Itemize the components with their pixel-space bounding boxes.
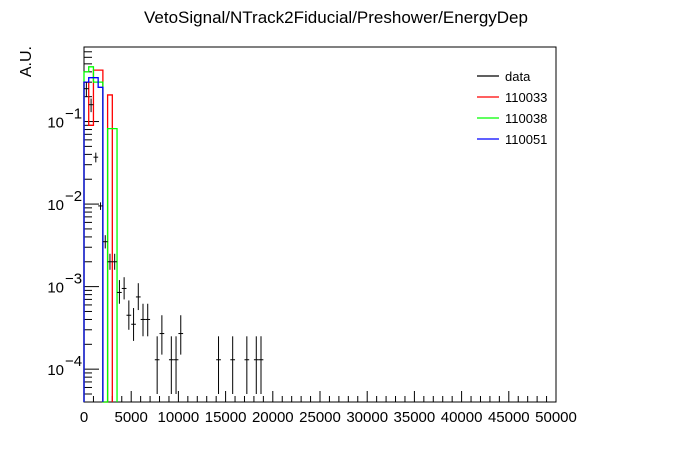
- legend-item-data: data: [477, 69, 531, 84]
- x-tick-label: 40000: [441, 409, 483, 426]
- legend-label: 110038: [505, 111, 547, 126]
- data-point: [145, 303, 151, 337]
- data-point: [154, 336, 160, 395]
- legend-label: 110033: [505, 90, 547, 105]
- legend-label: data: [505, 69, 531, 84]
- data-point: [117, 280, 122, 304]
- data-point: [159, 315, 165, 355]
- legend-item-110033: 110033: [477, 90, 547, 105]
- x-tick-label: 15000: [205, 409, 247, 426]
- series-layer: [83, 66, 264, 403]
- legend: data 110033 110038 110051: [477, 69, 547, 147]
- y-tick-exponent: −1: [65, 106, 82, 123]
- data-point: [168, 336, 174, 395]
- legend-item-110038: 110038: [477, 111, 547, 126]
- data-point: [126, 300, 132, 330]
- data-point: [112, 253, 118, 270]
- x-tick-label: 45000: [488, 409, 530, 426]
- data-point: [178, 315, 184, 355]
- x-tick-label: 30000: [346, 409, 388, 426]
- data-point: [216, 336, 221, 395]
- data-point: [244, 336, 250, 395]
- legend-label: 110051: [505, 132, 547, 147]
- x-tick-label: 10000: [158, 409, 200, 426]
- y-tick-exponent: −2: [65, 188, 82, 205]
- y-tick-exponent: −3: [65, 271, 82, 288]
- data-point: [230, 336, 236, 395]
- data-point: [88, 98, 94, 113]
- x-tick-label: 20000: [252, 409, 294, 426]
- x-tick-label: 35000: [394, 409, 436, 426]
- data-point: [135, 283, 141, 311]
- chart-title: VetoSignal/NTrack2Fiducial/Preshower/Ene…: [144, 8, 528, 27]
- data-point: [258, 336, 264, 395]
- data-point: [93, 152, 99, 163]
- y-tick-exponent: −4: [65, 353, 82, 370]
- data-point: [84, 82, 89, 97]
- data-point: [102, 235, 108, 249]
- series-110051: [83, 77, 104, 402]
- data-point: [121, 277, 127, 300]
- hist-step-110051: [83, 77, 104, 402]
- data-point: [107, 253, 113, 270]
- y-axis-title: A.U.: [18, 46, 35, 77]
- y-tick-label: 10: [47, 115, 64, 132]
- x-tick-label: 50000: [535, 409, 577, 426]
- data-point: [98, 202, 103, 210]
- legend-item-110051: 110051: [477, 132, 547, 147]
- x-tick-label: 0: [80, 409, 88, 426]
- data-point: [131, 308, 136, 341]
- x-axis-ticks: 0 5000 10000 15000 20000 25000 30000 35000 40000…: [80, 391, 577, 426]
- data-point: [173, 336, 179, 395]
- y-tick-label: 10: [47, 362, 64, 379]
- data-point: [140, 303, 146, 337]
- data-point: [253, 336, 259, 395]
- x-tick-label: 25000: [299, 409, 341, 426]
- series-data: [84, 82, 264, 395]
- x-tick-label: 5000: [115, 409, 148, 426]
- y-axis-ticks: 10−410−310−210−1: [47, 46, 99, 403]
- y-tick-label: 10: [47, 280, 64, 297]
- y-tick-label: 10: [47, 197, 64, 214]
